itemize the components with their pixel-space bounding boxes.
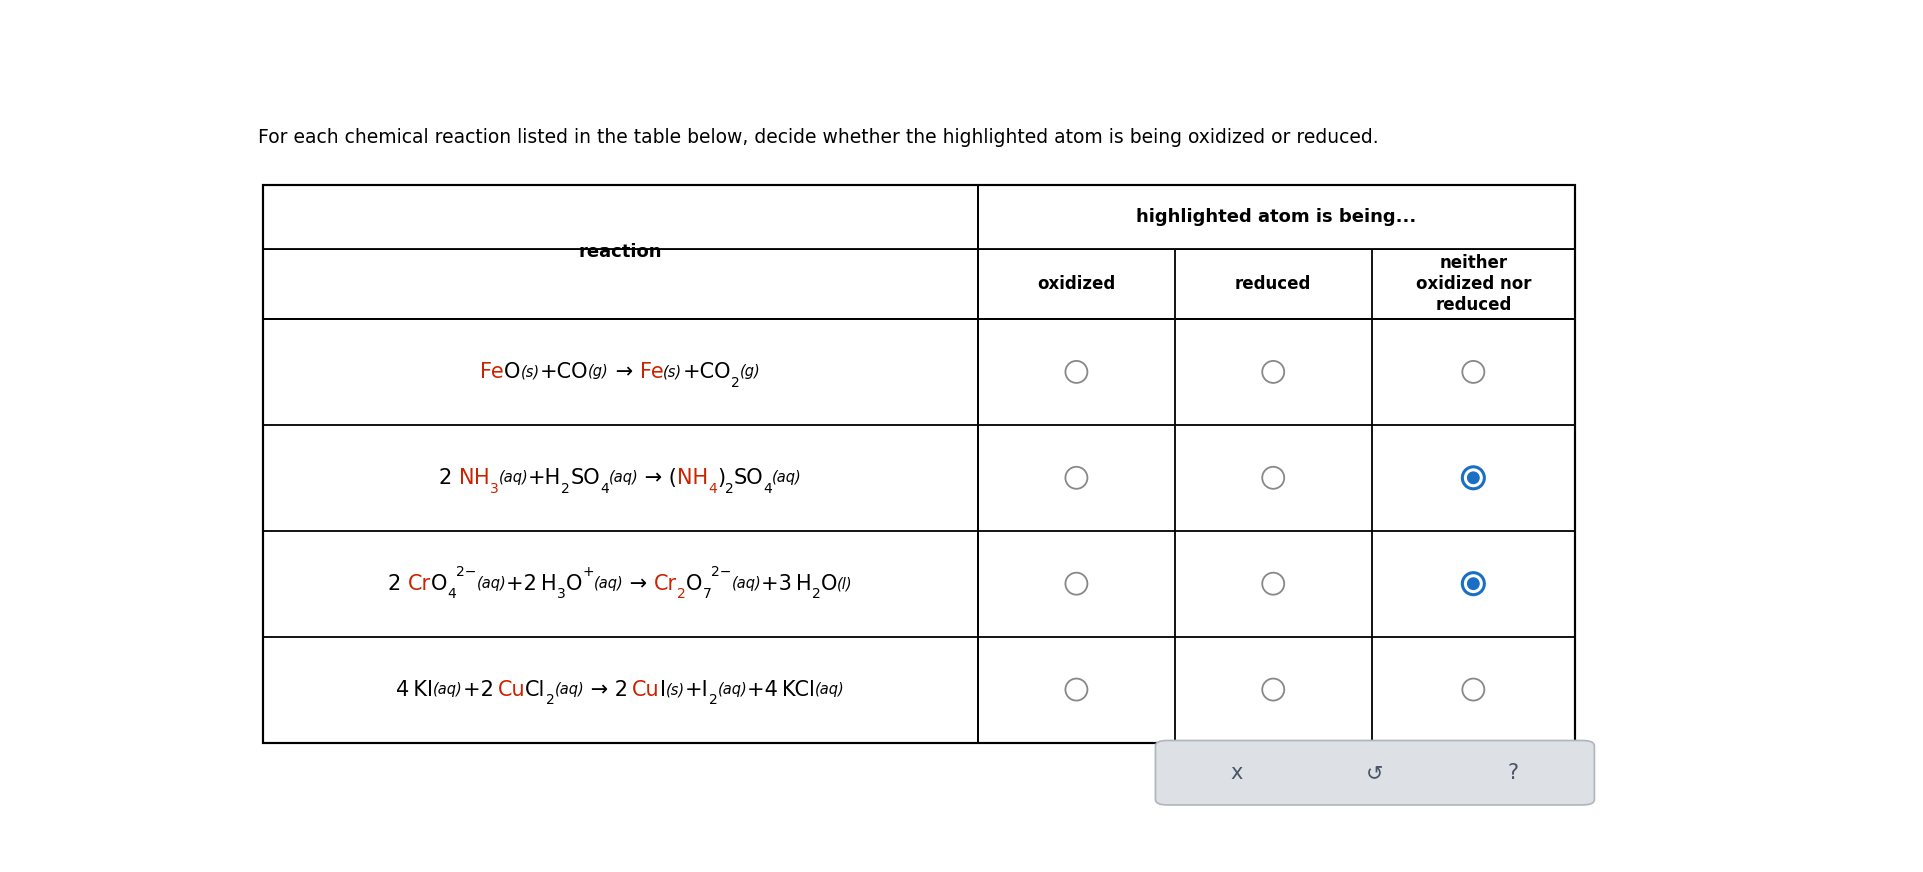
Ellipse shape [1261,467,1283,489]
Ellipse shape [1261,573,1283,595]
Text: ?: ? [1508,763,1517,783]
Text: (aq): (aq) [815,682,844,697]
Text: 3: 3 [490,481,498,495]
Text: 2: 2 [562,481,569,495]
Text: 2: 2 [388,574,408,594]
Ellipse shape [1461,573,1483,595]
Text: (aq): (aq) [498,470,529,486]
Text: Cr: Cr [654,574,677,594]
Text: (s): (s) [521,364,538,379]
Bar [979,186,1573,249]
Text: 2−: 2− [456,564,477,579]
Text: Cl: Cl [525,679,546,699]
Text: neither
oxidized nor
reduced: neither oxidized nor reduced [1415,255,1531,314]
Text: → 2: → 2 [585,679,633,699]
Text: O: O [431,574,448,594]
Text: (g): (g) [588,364,608,379]
Text: reaction: reaction [579,243,662,261]
Text: +3 H: +3 H [762,574,812,594]
Text: SO: SO [733,467,763,487]
Text: (aq): (aq) [433,682,463,697]
FancyBboxPatch shape [1156,740,1594,805]
Text: For each chemical reaction listed in the table below, decide whether the highlig: For each chemical reaction listed in the… [258,128,1379,147]
Text: Fe: Fe [638,362,663,382]
Text: (s): (s) [663,364,683,379]
Text: highlighted atom is being...: highlighted atom is being... [1136,208,1415,226]
Text: H: H [473,467,490,487]
Text: 4: 4 [600,481,608,495]
Text: →: → [623,574,654,594]
Text: +4 KCl: +4 KCl [746,679,815,699]
Text: Cr: Cr [408,574,431,594]
Text: ↺: ↺ [1365,763,1383,783]
Text: 2: 2 [708,693,717,707]
Text: (aq): (aq) [594,576,623,591]
Ellipse shape [1065,573,1086,595]
Text: (aq): (aq) [771,470,802,486]
Text: oxidized: oxidized [1036,276,1115,293]
Text: N: N [458,467,473,487]
Text: 2: 2 [677,588,687,602]
Ellipse shape [1065,361,1086,383]
Text: ): ) [717,467,725,487]
Text: 4 KI: 4 KI [396,679,433,699]
Text: 4: 4 [763,481,771,495]
Text: (aq): (aq) [554,682,585,697]
Ellipse shape [1065,678,1086,700]
Text: (s): (s) [665,682,685,697]
Text: (aq): (aq) [608,470,638,486]
Text: O: O [565,574,583,594]
Text: (aq): (aq) [477,576,506,591]
Text: (l): (l) [837,576,852,591]
Text: O: O [504,362,521,382]
Ellipse shape [1461,467,1483,489]
Ellipse shape [1261,361,1283,383]
Ellipse shape [1467,472,1479,483]
Text: (aq): (aq) [731,576,762,591]
Text: (aq): (aq) [717,682,746,697]
Text: +CO: +CO [538,362,588,382]
Text: I: I [660,679,665,699]
Text: +: + [583,564,594,579]
Bar [263,186,977,249]
Ellipse shape [1467,578,1479,589]
Text: 2: 2 [812,588,821,602]
Text: Cu: Cu [633,679,660,699]
Text: +CO: +CO [683,362,731,382]
Text: +2: +2 [463,679,498,699]
Text: x: x [1229,763,1242,783]
Text: → (: → ( [638,467,677,487]
Text: SO: SO [569,467,600,487]
Text: reduced: reduced [1235,276,1311,293]
Text: 7: 7 [702,588,712,602]
Text: 4: 4 [708,481,717,495]
Text: O: O [687,574,702,594]
Text: 3: 3 [556,588,565,602]
Ellipse shape [1461,361,1483,383]
Text: +H: +H [529,467,562,487]
Ellipse shape [1261,678,1283,700]
Text: 4: 4 [448,588,456,602]
Text: O: O [821,574,837,594]
Ellipse shape [1065,467,1086,489]
Text: Cu: Cu [498,679,525,699]
Text: →: → [608,362,638,382]
Text: +I: +I [685,679,708,699]
Text: NH: NH [677,467,708,487]
Text: 2: 2 [546,693,554,707]
Text: 2: 2 [731,376,738,390]
Text: +2 H: +2 H [506,574,556,594]
Text: (g): (g) [738,364,760,379]
Ellipse shape [1461,678,1483,700]
Text: 2−: 2− [712,564,731,579]
Text: 2: 2 [725,481,733,495]
Text: 2: 2 [438,467,458,487]
Text: Fe: Fe [481,362,504,382]
